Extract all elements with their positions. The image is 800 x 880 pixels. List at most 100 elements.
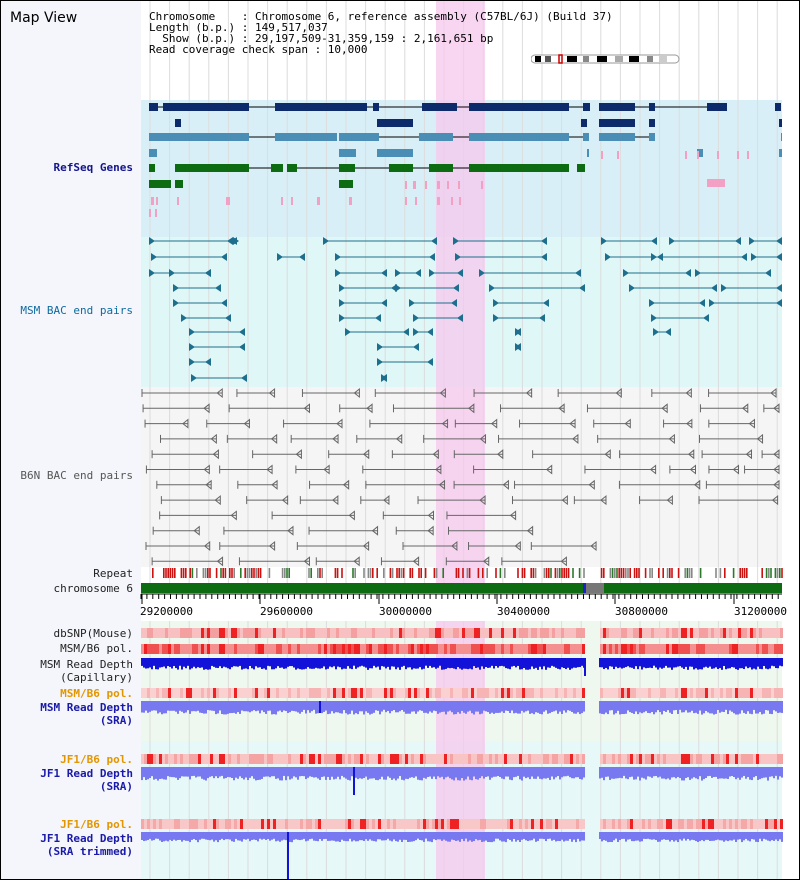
read-depth-bar	[553, 658, 555, 667]
msm-read-depth-sra-label[interactable]: MSM Read Depth	[40, 701, 133, 714]
repeat-mark	[715, 568, 717, 578]
read-depth-bar	[469, 767, 471, 780]
polymorphism-cell	[606, 644, 609, 654]
polymorphism-cell	[525, 688, 528, 698]
read-depth-bar	[219, 658, 221, 667]
polymorphism-cell	[609, 688, 612, 698]
msm-read-depth-capillary-label[interactable]: MSM Read Depth	[40, 658, 133, 671]
repeat-label[interactable]: Repeat	[93, 567, 133, 580]
repeat-mark	[691, 568, 693, 578]
axis-tick-label: 29600000	[260, 605, 313, 618]
read-depth-bar	[601, 767, 603, 778]
bac-end-marker	[693, 479, 701, 490]
polymorphism-cell	[615, 628, 618, 638]
polymorphism-cell	[780, 628, 783, 638]
bac-end-marker	[590, 540, 597, 552]
read-depth-bar	[275, 658, 277, 669]
bac-end-marker	[741, 253, 747, 261]
read-depth-bar	[681, 701, 683, 713]
read-depth-bar	[751, 658, 753, 670]
repeat-mark	[686, 568, 689, 578]
read-depth-bar	[331, 658, 333, 668]
dbsnp-label[interactable]: dbSNP(Mouse)	[53, 627, 133, 640]
read-depth-bar	[573, 658, 575, 668]
polymorphism-cell	[243, 754, 246, 764]
repeat-mark	[182, 568, 185, 578]
polymorphism-cell	[711, 644, 714, 654]
read-depth-bar	[709, 832, 711, 841]
chromosome-track-label[interactable]: chromosome 6	[53, 582, 133, 595]
read-depth-bar	[445, 701, 447, 715]
polymorphism-cell	[366, 644, 369, 654]
gene-exon-block	[649, 103, 655, 111]
read-depth-bar	[223, 658, 225, 667]
read-depth-bar	[411, 767, 413, 778]
msm-b6-pol-label-2[interactable]: MSM/B6 pol.	[60, 687, 133, 700]
polymorphism-cell	[156, 688, 159, 698]
chromosome-ideogram[interactable]	[531, 54, 681, 64]
read-depth-bar	[427, 767, 429, 778]
read-depth-bar	[749, 767, 751, 780]
read-depth-bar	[583, 701, 585, 712]
read-depth-bar	[465, 701, 467, 714]
polymorphism-cell	[297, 688, 300, 698]
read-depth-bar	[693, 767, 695, 778]
polymorphism-cell	[339, 628, 342, 638]
read-depth-bar	[431, 832, 433, 843]
read-depth-bar	[411, 832, 413, 842]
read-depth-bar	[765, 832, 767, 840]
read-depth-bar	[605, 767, 607, 777]
polymorphism-cell	[153, 688, 156, 698]
read-depth-bar	[171, 767, 173, 778]
refseq-genes-label[interactable]: RefSeq Genes	[53, 161, 133, 174]
polymorphism-cell	[696, 628, 699, 638]
read-depth-bar	[235, 832, 237, 839]
bac-end-marker	[381, 374, 387, 382]
read-depth-bar	[283, 767, 285, 776]
jf1-b6-pol-label-1[interactable]: JF1/B6 pol.	[60, 753, 133, 766]
read-depth-bar	[265, 832, 267, 840]
read-depth-bar	[191, 832, 193, 840]
read-depth-bar	[389, 658, 391, 670]
polymorphism-cell	[378, 688, 381, 698]
read-depth-bar	[489, 701, 491, 714]
read-depth-bar	[491, 701, 493, 713]
read-depth-bar	[197, 767, 199, 777]
polymorphism-cell	[468, 819, 471, 829]
polymorphism-cell	[189, 628, 192, 638]
polymorphism-cell	[777, 628, 780, 638]
polymorphism-cell	[561, 819, 564, 829]
jf1-read-depth-trimmed-label[interactable]: JF1 Read Depth	[40, 832, 133, 845]
bac-end-marker	[541, 253, 547, 261]
read-depth-bar	[601, 701, 603, 714]
polymorphism-cell	[678, 819, 681, 829]
repeat-mark	[761, 568, 763, 578]
jf1-b6-pol-label-2[interactable]: JF1/B6 pol.	[60, 818, 133, 831]
read-depth-bar	[639, 832, 641, 842]
bac-end-marker	[588, 479, 595, 490]
msm-b6-pol-label-1[interactable]: MSM/B6 pol.	[60, 642, 133, 655]
read-depth-bar	[305, 767, 307, 780]
read-depth-bar	[419, 658, 421, 668]
repeat-mark	[233, 568, 235, 578]
read-depth-bar	[149, 658, 151, 668]
read-depth-bar	[289, 767, 291, 780]
polymorphism-cell	[486, 688, 489, 698]
msm-bac-end-pairs-label[interactable]: MSM BAC end pairs	[20, 304, 133, 317]
polymorphism-cell	[420, 688, 423, 698]
b6n-bac-end-pairs-label[interactable]: B6N BAC end pairs	[20, 469, 133, 482]
repeat-mark	[699, 568, 702, 578]
read-depth-bar	[251, 658, 253, 669]
polymorphism-cell	[177, 644, 180, 654]
bac-end-marker	[686, 418, 693, 429]
repeat-mark	[352, 568, 354, 578]
read-depth-bar	[421, 767, 423, 781]
polymorphism-cell	[708, 628, 711, 638]
read-depth-bar	[415, 658, 417, 669]
read-depth-bar	[747, 832, 749, 841]
read-depth-bar	[669, 767, 671, 780]
polymorphism-cell	[156, 754, 159, 764]
read-depth-bar	[205, 767, 207, 781]
jf1-read-depth-sra-label[interactable]: JF1 Read Depth	[40, 767, 133, 780]
